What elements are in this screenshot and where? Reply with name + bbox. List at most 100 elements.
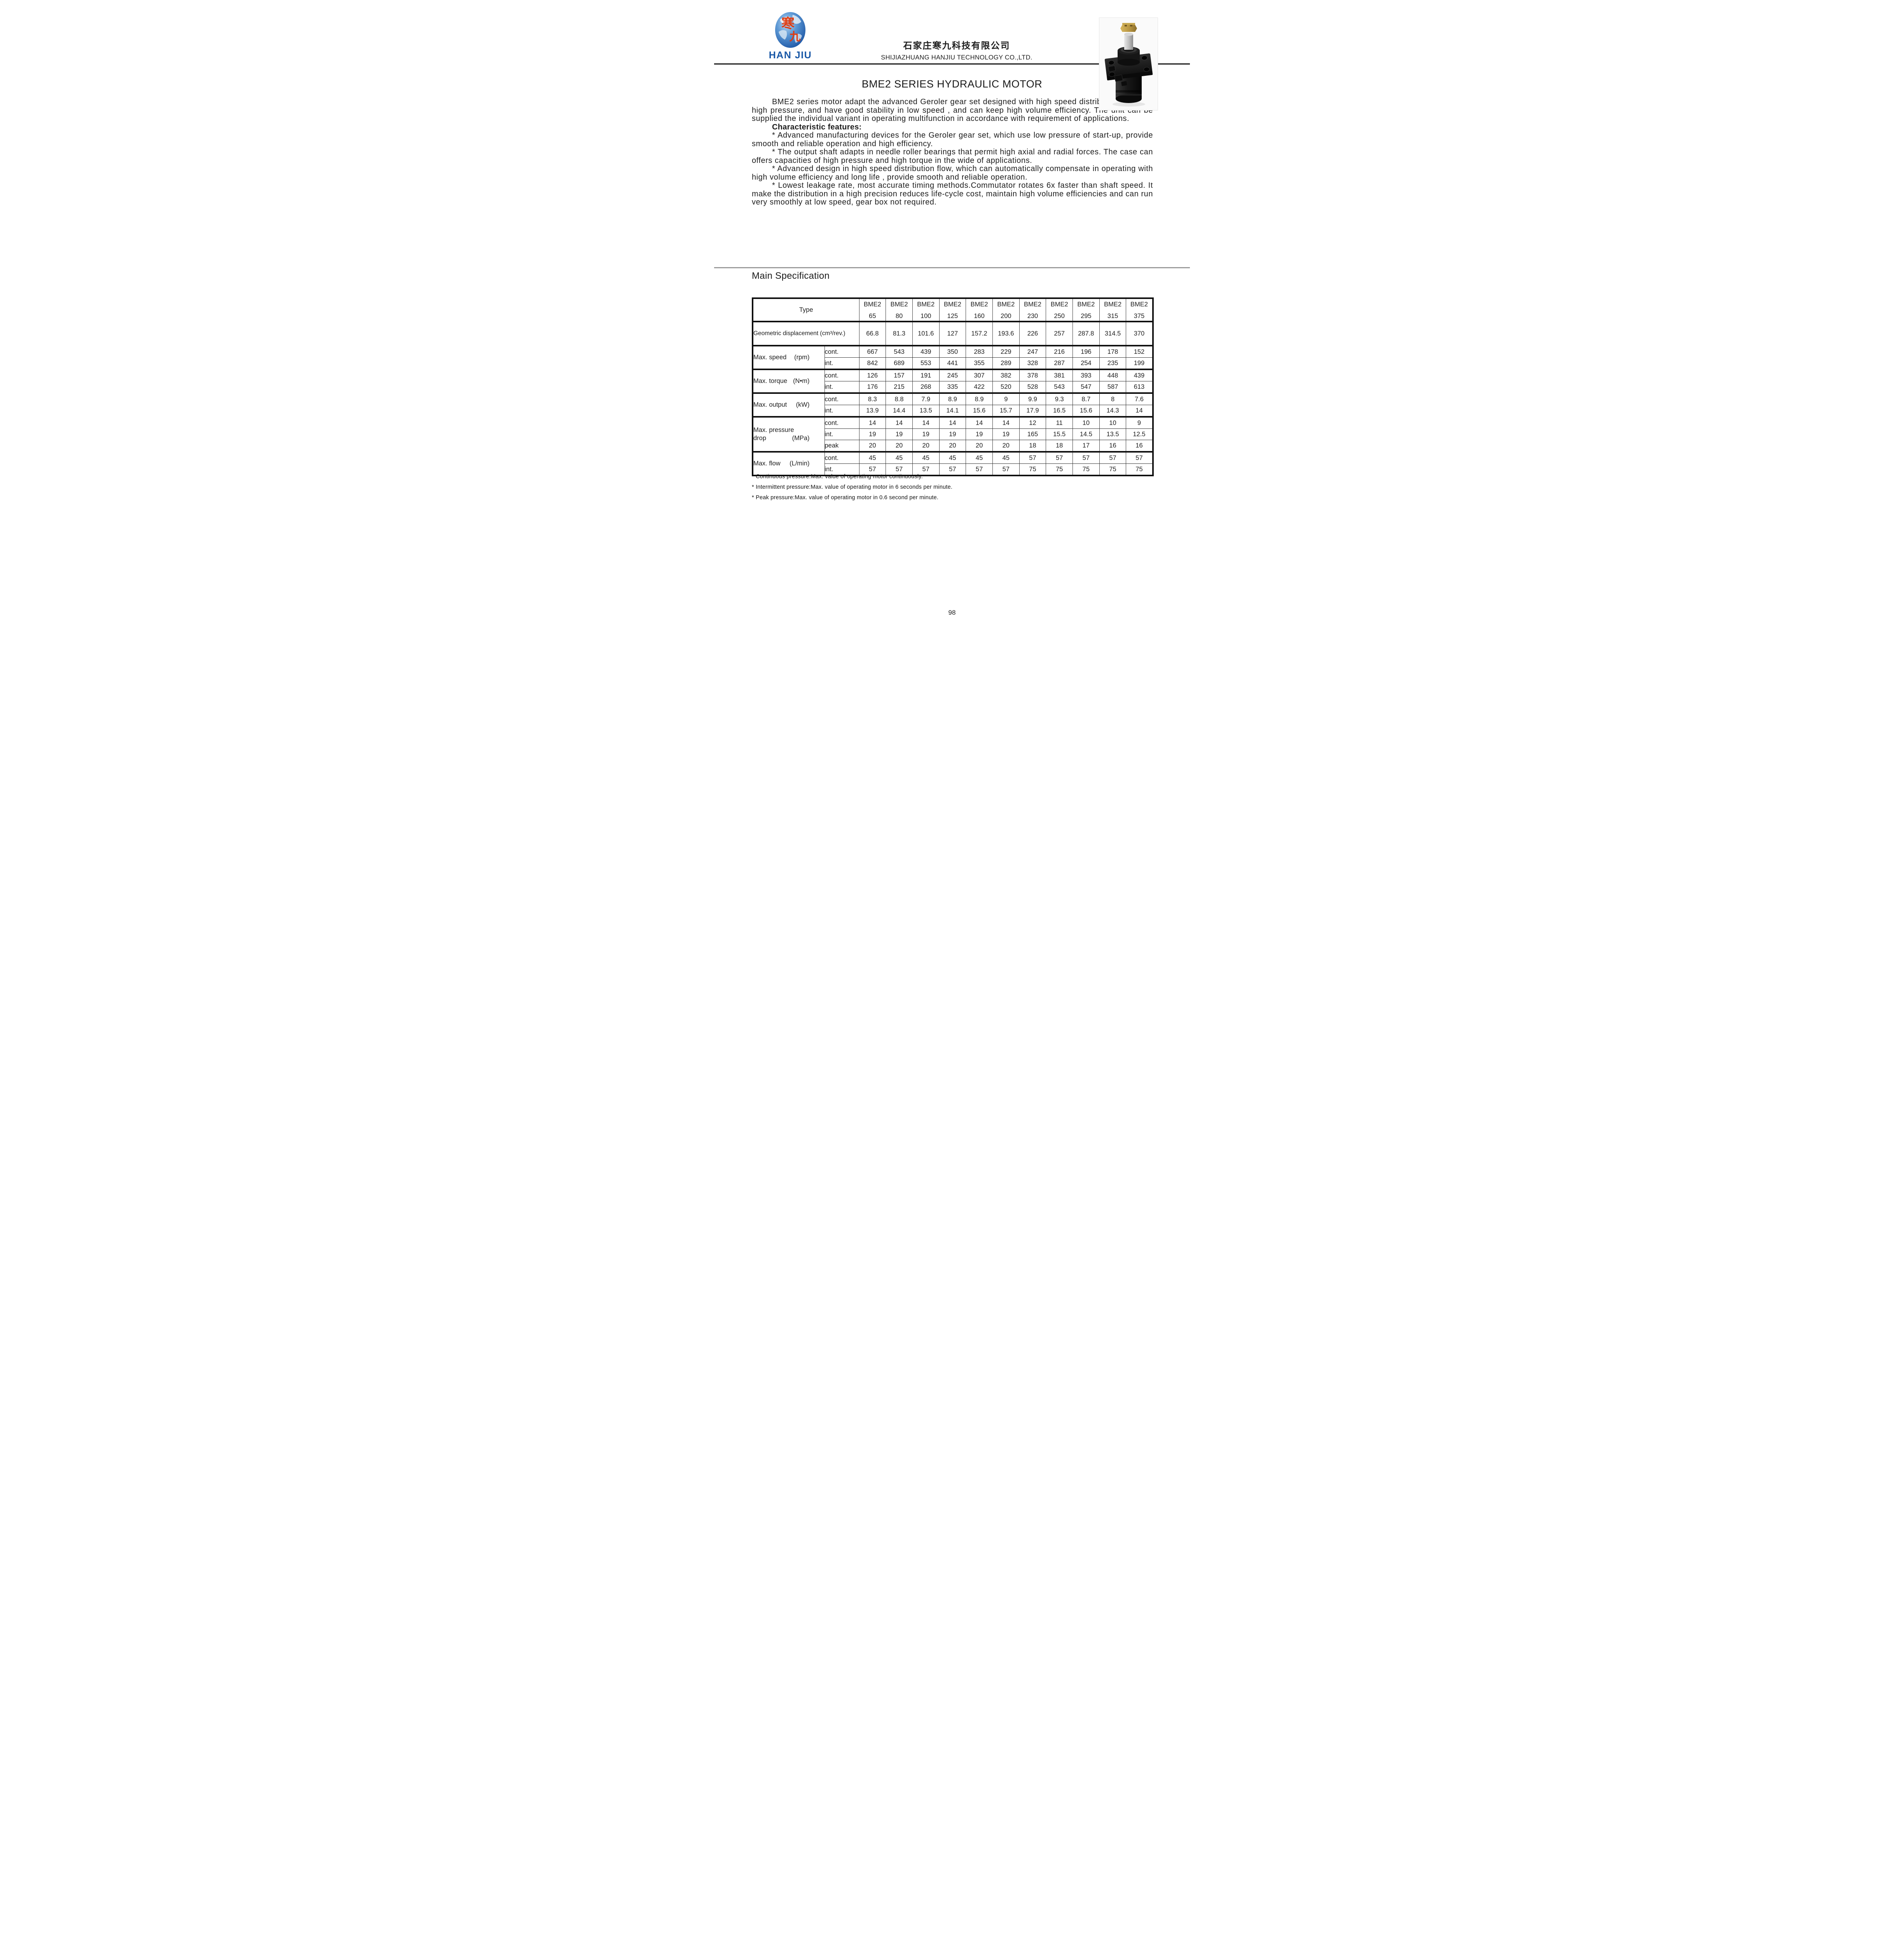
model-header-cell: BME2 315	[1099, 298, 1127, 322]
footnote-item: * Peak pressure:Max. value of operating …	[752, 495, 939, 501]
feature-item: * Advanced manufacturing devices for the…	[752, 131, 1153, 148]
spec-value-cell: 18	[1046, 440, 1073, 452]
spec-value-cell: 57	[992, 463, 1020, 476]
spec-value-cell: 14.3	[1099, 405, 1127, 417]
page-number: 98	[948, 609, 956, 616]
description-block: BME2 series motor adapt the advanced Ger…	[752, 98, 1153, 207]
spec-value-cell: 19	[886, 428, 913, 440]
row-sublabel-cell: cont.	[824, 416, 859, 429]
row-sublabel-cell: int.	[824, 405, 859, 417]
row-label-cell: Max. pressure drop (MPa)	[752, 416, 825, 452]
row-sublabel-cell: int.	[824, 357, 859, 370]
spec-value-cell: 689	[886, 357, 913, 370]
spec-value-cell: 257	[1046, 321, 1073, 346]
spec-value-cell: 14	[966, 416, 993, 429]
spec-value-cell: 229	[992, 345, 1020, 358]
spec-value-cell: 165	[1019, 428, 1046, 440]
spec-value-cell: 448	[1099, 369, 1127, 381]
row-sublabel-cell: cont.	[824, 451, 859, 464]
logo-text: HAN JIU	[769, 50, 812, 61]
spec-value-cell: 45	[859, 451, 886, 464]
spec-value-cell: 14	[939, 416, 966, 429]
row-label-cell: Max. torque (N•m)	[752, 369, 825, 393]
model-header-cell: BME2 80	[886, 298, 913, 322]
spec-value-cell: 307	[966, 369, 993, 381]
spec-value-cell: 8.8	[886, 392, 913, 405]
spec-value-cell: 14.5	[1073, 428, 1100, 440]
row-sublabel-cell: int.	[824, 428, 859, 440]
spec-value-cell: 8.9	[939, 392, 966, 405]
spec-value-cell: 226	[1019, 321, 1046, 346]
intro-paragraph: BME2 series motor adapt the advanced Ger…	[752, 98, 1153, 123]
spec-value-cell: 20	[886, 440, 913, 452]
spec-value-cell: 75	[1073, 463, 1100, 476]
spec-value-cell: 19	[939, 428, 966, 440]
spec-value-cell: 10	[1099, 416, 1127, 429]
footnote-item: * Intermittent pressure:Max. value of op…	[752, 484, 953, 490]
spec-value-cell: 528	[1019, 381, 1046, 393]
spec-value-cell: 15.6	[966, 405, 993, 417]
row-sublabel-cell: cont.	[824, 369, 859, 381]
spec-value-cell: 245	[939, 369, 966, 381]
spec-value-cell: 8.9	[966, 392, 993, 405]
spec-value-cell: 57	[966, 463, 993, 476]
spec-value-cell: 355	[966, 357, 993, 370]
spec-value-cell: 216	[1046, 345, 1073, 358]
model-header-cell: BME2 375	[1126, 298, 1153, 322]
spec-value-cell: 8	[1099, 392, 1127, 405]
spec-value-cell: 57	[1099, 451, 1127, 464]
spec-value-cell: 7.6	[1126, 392, 1153, 405]
spec-value-cell: 8.3	[859, 392, 886, 405]
spec-value-cell: 57	[859, 463, 886, 476]
company-header: 石家庄寒九科技有限公司 SHIJIAZHUANG HANJIU TECHNOLO…	[816, 38, 1097, 61]
spec-value-cell: 7.9	[912, 392, 940, 405]
spec-value-cell: 19	[859, 428, 886, 440]
model-header-cell: BME2 65	[859, 298, 886, 322]
spec-table-head: Type BME2 65 BME2 80 BME2 100 BME2 125 BME2 160 BME…	[752, 298, 1153, 322]
model-header-cell: BME2 250	[1046, 298, 1073, 322]
spec-value-cell: 14	[912, 416, 940, 429]
spec-value-cell: 439	[912, 345, 940, 358]
spec-value-cell: 370	[1126, 321, 1153, 346]
spec-value-cell: 45	[886, 451, 913, 464]
spec-value-cell: 45	[939, 451, 966, 464]
spec-value-cell: 587	[1099, 381, 1127, 393]
spec-table: Type BME2 65 BME2 80 BME2 100 BME2 125 BME2 160 BME…	[752, 297, 1154, 476]
spec-value-cell: 15.7	[992, 405, 1020, 417]
spec-value-cell: 20	[939, 440, 966, 452]
row-sublabel-cell: int.	[824, 381, 859, 393]
spec-value-cell: 19	[966, 428, 993, 440]
feature-item: * Advanced design in high speed distribu…	[752, 164, 1153, 182]
header-divider	[714, 63, 1190, 65]
spec-value-cell: 57	[1019, 451, 1046, 464]
spec-value-cell: 378	[1019, 369, 1046, 381]
spec-value-cell: 12	[1019, 416, 1046, 429]
spec-value-cell: 287	[1046, 357, 1073, 370]
spec-value-cell: 16	[1099, 440, 1127, 452]
spec-value-cell: 335	[939, 381, 966, 393]
globe-character-top: 寒	[781, 16, 795, 31]
spec-value-cell: 13.5	[912, 405, 940, 417]
row-label-cell: Max. speed (rpm)	[752, 345, 825, 370]
spec-value-cell: 178	[1099, 345, 1127, 358]
spec-value-cell: 16	[1126, 440, 1153, 452]
spec-value-cell: 254	[1073, 357, 1100, 370]
spec-value-cell: 127	[939, 321, 966, 346]
spec-value-cell: 57	[912, 463, 940, 476]
spec-value-cell: 15.5	[1046, 428, 1073, 440]
spec-value-cell: 13.5	[1099, 428, 1127, 440]
type-header-cell: Type	[752, 298, 859, 322]
spec-value-cell: 314.5	[1099, 321, 1127, 346]
datasheet-page: 寒 九 HAN JIU 石家庄寒九科技有限公司 SHIJIAZHUANG HAN…	[714, 0, 1190, 642]
spec-value-cell: 520	[992, 381, 1020, 393]
row-sublabel-cell: peak	[824, 440, 859, 452]
spec-value-cell: 553	[912, 357, 940, 370]
spec-value-cell: 45	[992, 451, 1020, 464]
spec-value-cell: 439	[1126, 369, 1153, 381]
spec-value-cell: 14	[859, 416, 886, 429]
spec-table-body: Geometric displacement (cm³/rev.) 66.8 81.…	[752, 321, 1153, 476]
section-divider	[714, 267, 1190, 268]
spec-value-cell: 57	[1046, 451, 1073, 464]
spec-value-cell: 235	[1099, 357, 1127, 370]
spec-value-cell: 75	[1126, 463, 1153, 476]
